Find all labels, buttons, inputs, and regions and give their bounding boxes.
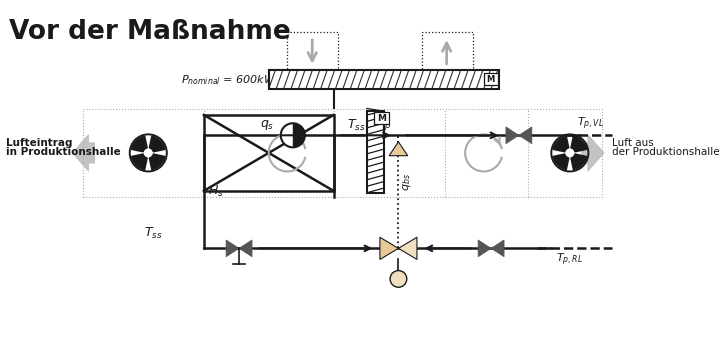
Polygon shape [72, 135, 95, 171]
Polygon shape [389, 142, 408, 156]
Text: Lufteintrag: Lufteintrag [6, 138, 72, 148]
Polygon shape [553, 154, 569, 170]
Polygon shape [380, 237, 398, 259]
Text: $H_s$: $H_s$ [208, 184, 224, 199]
Text: $P_{nominal}$ = 600kW: $P_{nominal}$ = 600kW [181, 73, 277, 87]
Polygon shape [149, 154, 165, 170]
Polygon shape [478, 240, 491, 257]
Text: $T_{ss}$: $T_{ss}$ [143, 226, 162, 241]
Polygon shape [571, 136, 587, 152]
Polygon shape [571, 154, 587, 170]
Text: Vor der Maßnahme: Vor der Maßnahme [9, 19, 291, 45]
Circle shape [390, 270, 407, 287]
Text: $T_{ss}$: $T_{ss}$ [347, 118, 366, 133]
Bar [204, 115, 333, 191]
Bar [269, 70, 499, 89]
Polygon shape [519, 127, 532, 144]
Bar [367, 111, 384, 193]
Bar [84, 109, 602, 198]
Polygon shape [132, 136, 147, 152]
Bar [288, 32, 339, 70]
Polygon shape [398, 237, 417, 259]
Polygon shape [582, 135, 604, 171]
Bar [483, 73, 497, 85]
Bar [422, 32, 472, 70]
Circle shape [281, 123, 305, 147]
Text: Luft aus: Luft aus [612, 138, 653, 148]
Text: der Produktionshalle: der Produktionshalle [612, 147, 719, 157]
Polygon shape [226, 240, 239, 257]
Polygon shape [149, 136, 165, 152]
Polygon shape [491, 240, 504, 257]
Polygon shape [553, 136, 569, 152]
Polygon shape [132, 154, 147, 170]
Bar [374, 112, 389, 124]
Text: M: M [486, 75, 495, 84]
Text: M: M [377, 114, 387, 123]
Text: $T_{p,VL}$: $T_{p,VL}$ [577, 115, 604, 132]
Polygon shape [239, 240, 252, 257]
Text: $q_p$: $q_p$ [377, 116, 392, 132]
Polygon shape [506, 127, 519, 144]
Text: in Produktionshalle: in Produktionshalle [6, 147, 120, 157]
Text: $T_{p,RL}$: $T_{p,RL}$ [556, 251, 583, 268]
Wedge shape [293, 123, 305, 147]
Text: $q_s$: $q_s$ [260, 118, 274, 132]
Text: $q_{bs}$: $q_{bs}$ [401, 173, 414, 192]
